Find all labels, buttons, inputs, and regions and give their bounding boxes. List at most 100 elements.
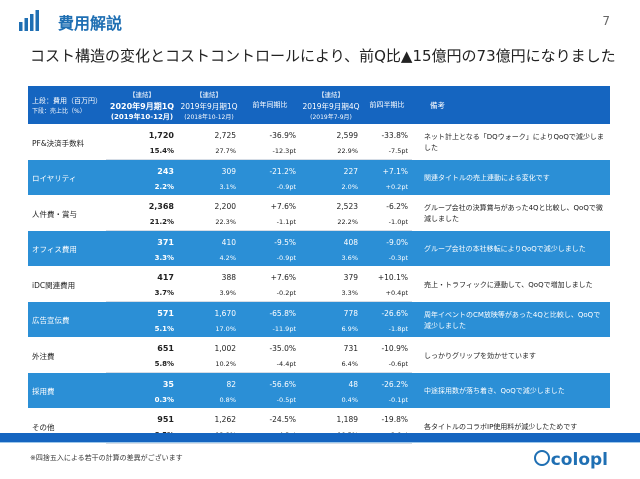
cell-note: 中途採用数が落ち着き、QoQで減少しました xyxy=(412,372,610,408)
cell-yoy: -35.0% xyxy=(240,337,300,356)
table-row-ratio: 5.1% 17.0% -11.9pt 6.9% -1.8pt xyxy=(28,321,610,337)
cell-note: グループ会社の本社移転によりQoQで減少しました xyxy=(412,230,610,266)
table-row: その他 951 1,262 -24.5% 1,189 -19.8% 各タイトルのコラボIP使… xyxy=(28,408,610,444)
row-name: iDC関連費用 xyxy=(28,266,106,302)
table-row: 採用費 35 82 -56.6% 48 -26.2% 中途採用数が落ち着き、QoQで減少しま… xyxy=(28,372,610,408)
row-name: 外注費 xyxy=(28,337,106,373)
cell-qoq-ratio: -1.8pt xyxy=(362,321,412,337)
cell-prev-quarter: 48 xyxy=(300,372,362,392)
table-row-ratio: 5.8% 10.2% -4.4pt 6.4% -0.6pt xyxy=(28,356,610,373)
cell-prev-year: 1,670 xyxy=(178,301,240,321)
row-name: 広告宣伝費 xyxy=(28,301,106,337)
brand-icon xyxy=(533,450,550,466)
chart-bars-icon xyxy=(19,10,39,31)
cell-qoq: +10.1% xyxy=(362,266,412,285)
cell-prev-year: 410 xyxy=(178,230,240,250)
cell-prev-year-ratio: 3.1% xyxy=(178,179,240,195)
header-prev-quarter: 【連結】 2019年9月期4Q (2019年7-9月) xyxy=(302,91,360,121)
cell-prev-year-ratio: 22.3% xyxy=(178,214,240,231)
cell-note: しっかりグリップを効かせています xyxy=(412,337,610,373)
header-current: 【連結】 2020年9月期1Q (2019年10-12月) xyxy=(109,90,175,121)
table-row: オフィス費用 371 410 -9.5% 408 -9.0% グループ会社の本社移転によりQ… xyxy=(28,230,610,266)
table-row: 人件費・賞与 2,368 2,200 +7.6% 2,523 -6.2% グループ会社の決算… xyxy=(28,195,610,231)
headline: コスト構造の変化とコストコントロールにより、前Q比▲15億円の73億円になりまし… xyxy=(30,47,616,65)
page-number: 7 xyxy=(602,14,610,28)
cell-yoy: +7.6% xyxy=(240,195,300,214)
table-row-ratio: 3.3% 4.2% -0.9pt 3.6% -0.3pt xyxy=(28,250,610,266)
cell-prev-quarter: 227 xyxy=(300,159,362,179)
cell-prev-quarter-ratio: 2.0% xyxy=(300,179,362,195)
cell-qoq: -26.6% xyxy=(362,301,412,321)
cell-prev-year-ratio: 17.0% xyxy=(178,321,240,337)
cell-yoy: +7.6% xyxy=(240,266,300,285)
cell-current-ratio: 0.3% xyxy=(106,392,178,408)
cell-prev-year: 2,725 xyxy=(178,124,240,143)
row-name: 人件費・賞与 xyxy=(28,195,106,231)
cell-current: 2,368 xyxy=(106,195,178,214)
cell-qoq-ratio: +0.2pt xyxy=(362,179,412,195)
cell-prev-quarter-ratio: 3.6% xyxy=(300,250,362,266)
cell-current-ratio: 15.4% xyxy=(106,143,178,160)
cell-current: 571 xyxy=(106,301,178,321)
cell-prev-quarter: 2,523 xyxy=(300,195,362,214)
cell-current-ratio: 3.7% xyxy=(106,285,178,302)
footer-bar-line xyxy=(0,442,640,443)
cell-note: ネット計上となる「DQウォーク」によりQoQで減少しました xyxy=(412,124,610,160)
cell-note: 関連タイトルの売上連動による変化です xyxy=(412,159,610,195)
cell-qoq-ratio: -0.3pt xyxy=(362,250,412,266)
cell-note: 売上・トラフィックに連動して、QoQで増加しました xyxy=(412,266,610,302)
cell-prev-quarter-ratio: 0.4% xyxy=(300,392,362,408)
cell-prev-year: 309 xyxy=(178,159,240,179)
cell-prev-year: 1,002 xyxy=(178,337,240,356)
cell-yoy-ratio: -4.4pt xyxy=(240,356,300,373)
cell-qoq: +7.1% xyxy=(362,159,412,179)
header-prev-year: 【連結】 2019年9月期1Q (2018年10-12月) xyxy=(180,91,238,121)
cell-prev-year: 82 xyxy=(178,372,240,392)
cell-yoy: -21.2% xyxy=(240,159,300,179)
table-row: ロイヤリティ 243 309 -21.2% 227 +7.1% 関連タイトルの売上連動による… xyxy=(28,159,610,195)
row-name: 採用費 xyxy=(28,372,106,408)
cell-current-ratio: 5.8% xyxy=(106,356,178,373)
cell-yoy-ratio: -1.1pt xyxy=(240,214,300,231)
header-note: 備考 xyxy=(430,100,445,110)
cell-prev-quarter: 1,189 xyxy=(300,408,362,427)
cell-prev-year: 1,262 xyxy=(178,408,240,427)
cell-current-ratio: 5.1% xyxy=(106,321,178,337)
cell-prev-year: 2,200 xyxy=(178,195,240,214)
cell-yoy-ratio: -0.9pt xyxy=(240,179,300,195)
cell-yoy-ratio: -11.9pt xyxy=(240,321,300,337)
cell-prev-year-ratio: 10.2% xyxy=(178,356,240,373)
cell-yoy: -24.5% xyxy=(240,408,300,427)
table-header-row: 上段：費用（百万円） 下段：売上比（%） 【連結】 2020年9月期1Q (20… xyxy=(28,86,610,124)
cell-current: 417 xyxy=(106,266,178,285)
cell-prev-quarter-ratio: 22.9% xyxy=(300,143,362,160)
table-row-ratio: 3.7% 3.9% -0.2pt 3.3% +0.4pt xyxy=(28,285,610,302)
cell-current-ratio: 21.2% xyxy=(106,214,178,231)
cell-yoy: -36.9% xyxy=(240,124,300,143)
cell-prev-year-ratio: 27.7% xyxy=(178,143,240,160)
cell-prev-quarter-ratio: 6.9% xyxy=(300,321,362,337)
cell-qoq: -9.0% xyxy=(362,230,412,250)
cell-current: 371 xyxy=(106,230,178,250)
cell-current: 243 xyxy=(106,159,178,179)
cell-yoy: -65.8% xyxy=(240,301,300,321)
cell-prev-quarter-ratio: 3.3% xyxy=(300,285,362,302)
cell-prev-year-ratio: 3.9% xyxy=(178,285,240,302)
footer-bar xyxy=(0,433,640,442)
cost-table-container: 上段：費用（百万円） 下段：売上比（%） 【連結】 2020年9月期1Q (20… xyxy=(28,86,610,444)
cell-note: グループ会社の決算賞与があった4Qと比較し、QoQで微減しました xyxy=(412,195,610,231)
section-title: 費用解説 xyxy=(58,14,123,33)
row-name: オフィス費用 xyxy=(28,230,106,266)
cell-yoy-ratio: -0.9pt xyxy=(240,250,300,266)
header-yoy: 前年同期比 xyxy=(252,101,288,109)
cell-qoq: -10.9% xyxy=(362,337,412,356)
cell-current: 1,720 xyxy=(106,124,178,143)
cell-prev-quarter-ratio: 22.2% xyxy=(300,214,362,231)
cell-qoq: -26.2% xyxy=(362,372,412,392)
cell-prev-quarter-ratio: 6.4% xyxy=(300,356,362,373)
cell-note: 周年イベントのCM放映等があった4Qと比較し、QoQで減少しました xyxy=(412,301,610,337)
header-qoq: 前四半期比 xyxy=(369,101,405,109)
cell-current: 951 xyxy=(106,408,178,427)
cell-prev-quarter: 778 xyxy=(300,301,362,321)
table-row: iDC関連費用 417 388 +7.6% 379 +10.1% 売上・トラフィックに連動し… xyxy=(28,266,610,302)
